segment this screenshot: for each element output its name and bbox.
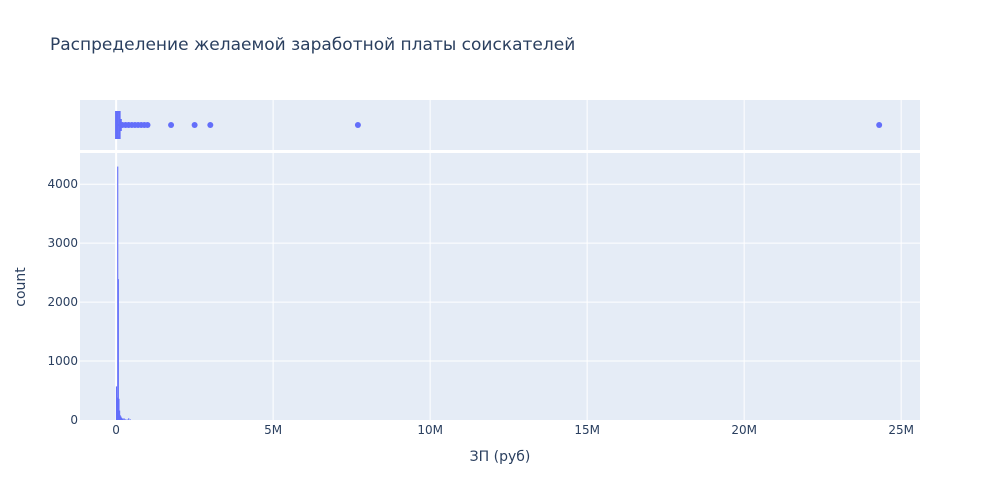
boxplot-outlier xyxy=(354,122,361,128)
histogram-bar xyxy=(125,419,127,421)
chart-title: Распределение желаемой заработной платы … xyxy=(50,35,575,55)
y-tick-label: 2000 xyxy=(47,295,78,309)
x-tick-label: 5M xyxy=(264,423,282,437)
histogram-bars xyxy=(115,166,131,421)
histogram-bar xyxy=(124,419,126,421)
x-tick-label: 25M xyxy=(888,423,914,437)
boxplot-outlier xyxy=(144,122,151,128)
histogram-bar xyxy=(122,418,124,420)
histogram-bar xyxy=(116,397,118,420)
histogram-bar xyxy=(119,410,121,420)
x-tick-label: 15M xyxy=(574,423,600,437)
histogram-bar xyxy=(120,416,122,420)
boxplot-plot-area xyxy=(80,100,920,150)
y-tick-label: 1000 xyxy=(47,354,78,368)
y-tick-label: 3000 xyxy=(47,236,78,250)
histogram-bar xyxy=(118,398,120,420)
histogram-bar xyxy=(115,386,118,420)
histogram-bar xyxy=(121,418,123,420)
boxplot-outlier xyxy=(207,122,214,128)
x-axis-ticks: 0 5M 10M 15M 20M 25M xyxy=(112,423,914,437)
boxplot-outlier xyxy=(168,122,175,128)
boxplot-outlier xyxy=(191,122,198,128)
x-tick-label: 20M xyxy=(731,423,757,437)
boxplot-outlier xyxy=(876,122,883,128)
histogram-bar xyxy=(129,419,131,421)
histogram-bar xyxy=(123,418,125,420)
histogram-bar xyxy=(126,419,128,421)
boxplot-marks xyxy=(115,111,883,139)
y-tick-label: 4000 xyxy=(47,177,78,191)
histogram-bar xyxy=(128,418,130,420)
y-axis-title: count xyxy=(13,267,29,307)
x-axis-title: ЗП (руб) xyxy=(470,449,531,465)
histogram-gridlines xyxy=(80,153,920,420)
x-tick-label: 10M xyxy=(417,423,443,437)
histogram-bar xyxy=(117,166,119,420)
histogram-plot-area xyxy=(80,153,920,420)
histogram-bar xyxy=(119,415,121,420)
histogram-bar xyxy=(117,279,119,420)
y-tick-label: 0 xyxy=(70,413,78,427)
x-tick-label: 0 xyxy=(112,423,120,437)
y-axis-ticks: 0 1000 2000 3000 4000 xyxy=(47,177,78,427)
histogram-bar xyxy=(120,417,123,420)
